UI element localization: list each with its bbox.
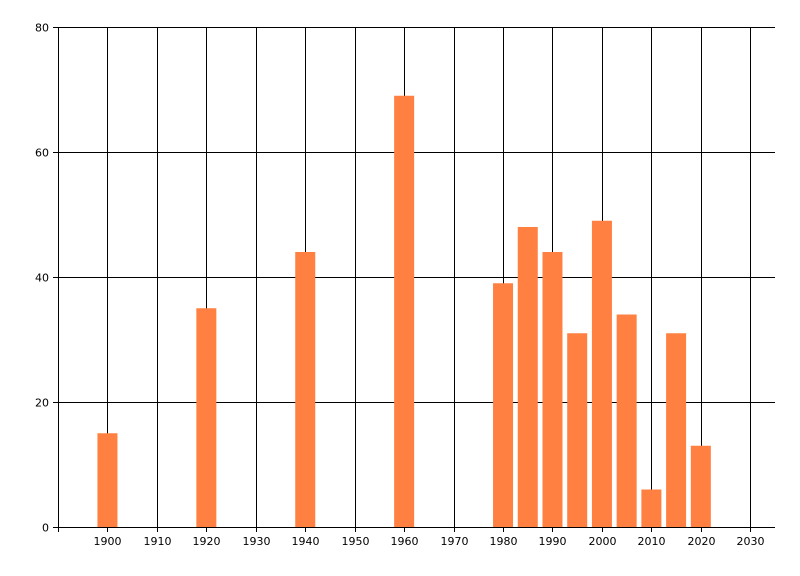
axes: 0 20 40 60 80 1900 1910 1920 1930 1940 1950 1960 197… [35,22,775,548]
bar [493,283,514,527]
x-tick-label: 1990 [539,535,567,548]
bar [542,252,563,527]
x-tick-label: 2030 [737,535,765,548]
x-tick-label: 1960 [391,535,419,548]
x-tick-label: 1930 [243,535,271,548]
bar [567,333,588,527]
x-tick-label: 1910 [144,535,172,548]
grid [58,27,775,528]
x-tick-label: 1970 [441,535,469,548]
x-tick-label: 1980 [490,535,518,548]
x-tick-label: 1900 [94,535,122,548]
x-tick-label: 1940 [292,535,320,548]
x-tick-label: 1920 [193,535,221,548]
y-tick-label: 40 [35,272,49,285]
bar [394,95,415,527]
x-tick-label: 2020 [688,535,716,548]
bar [591,220,612,527]
bar [196,308,217,527]
y-tick-label: 80 [35,22,49,35]
bars [97,95,711,527]
bar [690,445,711,527]
bar [616,314,637,527]
bar [97,433,118,527]
x-tick-label: 2010 [638,535,666,548]
y-tick-label: 60 [35,147,49,160]
bar [295,252,316,527]
bar [666,333,687,527]
x-tick-label: 2000 [589,535,617,548]
bar [517,227,538,527]
x-tick-label: 1950 [342,535,370,548]
y-tick-label: 0 [42,522,49,535]
y-tick-label: 20 [35,397,49,410]
bar [641,489,662,527]
